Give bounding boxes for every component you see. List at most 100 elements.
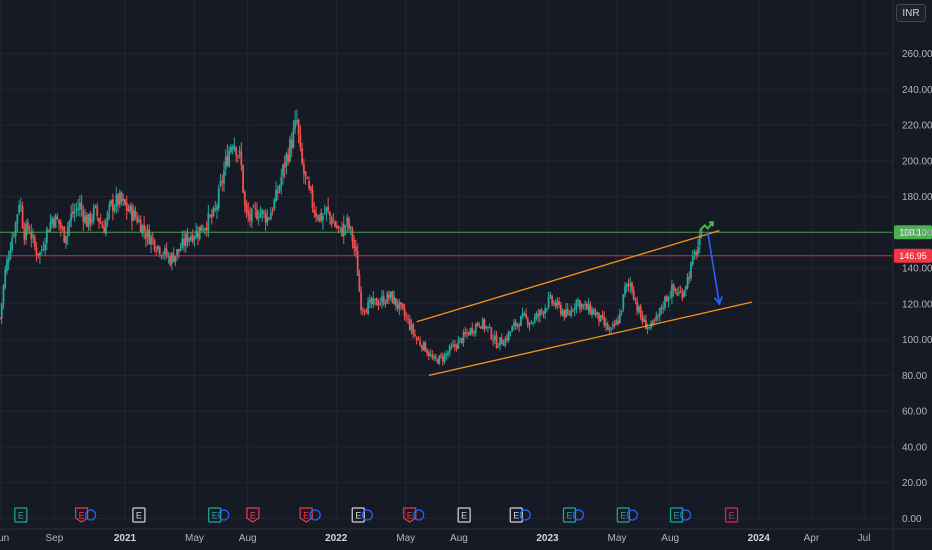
- candle-body: [426, 350, 429, 354]
- earnings-marker[interactable]: E: [246, 507, 260, 523]
- earnings-badge[interactable]: [562, 507, 577, 523]
- earnings-badge[interactable]: [208, 507, 222, 523]
- dividend-circle[interactable]: [85, 509, 97, 521]
- candle-body: [188, 237, 191, 242]
- candle-body: [209, 215, 211, 217]
- candle-body: [686, 276, 689, 289]
- time-axis[interactable]: Jun Sep 2021 May Aug 2022 May Aug 2023 May Aug 2024…: [0, 528, 932, 544]
- projection-arrowhead[interactable]: [713, 296, 723, 306]
- candle-body: [532, 322, 534, 324]
- candle-body: [268, 218, 271, 220]
- candle-body: [214, 208, 217, 210]
- channel-upper-trendline[interactable]: [416, 229, 720, 323]
- candle-body: [170, 253, 173, 265]
- dividend-circle[interactable]: [519, 509, 531, 521]
- candle-body: [306, 177, 309, 179]
- candle-body: [485, 326, 488, 329]
- candle-body: [506, 337, 508, 341]
- earnings-badge[interactable]: [669, 507, 684, 523]
- earnings-badge[interactable]: [724, 507, 739, 523]
- earnings-marker[interactable]: E: [75, 507, 97, 523]
- earnings-marker[interactable]: E: [403, 507, 425, 523]
- candle-body: [282, 164, 284, 177]
- currency-button[interactable]: INR: [896, 4, 926, 22]
- earnings-marker[interactable]: E: [351, 507, 373, 523]
- earnings-marker[interactable]: E: [724, 507, 739, 523]
- price-tick-label: 120.00: [902, 299, 932, 310]
- dividend-circle[interactable]: [309, 509, 321, 521]
- earnings-badge[interactable]: [14, 507, 28, 523]
- earnings-badge[interactable]: [299, 507, 313, 523]
- candle-body: [202, 230, 205, 232]
- earnings-badge[interactable]: [132, 507, 146, 523]
- earnings-marker[interactable]: E: [509, 507, 531, 523]
- candle-body: [507, 331, 510, 341]
- price-axis[interactable]: 0.00 20.00 40.00 60.00 80.00 100.00 120.00 140.…: [892, 0, 932, 550]
- dividend-circle[interactable]: [572, 509, 585, 521]
- candle-body: [389, 291, 392, 298]
- candle-body: [457, 340, 460, 349]
- grid: [0, 0, 893, 522]
- candle-body: [638, 306, 640, 313]
- candle-body: [150, 236, 152, 245]
- earnings-marker[interactable]: E: [132, 507, 146, 523]
- candle-body: [631, 282, 633, 291]
- candle-body: [480, 326, 482, 329]
- projection-arrow-line[interactable]: [707, 232, 721, 305]
- earnings-marker[interactable]: E: [616, 507, 638, 523]
- earnings-letter: E: [620, 511, 626, 521]
- time-tick-label: 2021: [114, 533, 137, 544]
- candle-body: [221, 180, 224, 183]
- dividend-circle[interactable]: [413, 509, 425, 521]
- earnings-badge[interactable]: [509, 507, 523, 523]
- candle-body: [186, 232, 189, 243]
- candle-body: [542, 311, 545, 314]
- dividend-circle[interactable]: [679, 509, 692, 521]
- candle-body: [552, 302, 555, 305]
- earnings-badge[interactable]: [75, 507, 89, 523]
- earnings-badge[interactable]: [403, 507, 417, 523]
- earnings-marker[interactable]: E: [562, 507, 585, 523]
- candle-body: [448, 346, 451, 353]
- earnings-marker[interactable]: E: [14, 507, 28, 523]
- earnings-badge[interactable]: [351, 507, 365, 523]
- time-tick-label: May: [607, 533, 626, 544]
- channel-lower-trendline[interactable]: [428, 301, 752, 377]
- drawings[interactable]: [416, 221, 752, 377]
- candle-body: [315, 212, 317, 217]
- earnings-marker[interactable]: E: [457, 507, 471, 523]
- breakout-icon[interactable]: [699, 221, 714, 231]
- earnings-badge[interactable]: [616, 507, 630, 523]
- earnings-marker[interactable]: E: [208, 507, 230, 523]
- candle-body: [120, 192, 123, 202]
- dividend-circle[interactable]: [218, 509, 230, 521]
- candle-body: [287, 154, 290, 162]
- candle-body: [452, 344, 455, 347]
- dividend-circle[interactable]: [361, 509, 373, 521]
- candle-body: [497, 346, 500, 348]
- time-tick-label: 2023: [536, 533, 559, 544]
- candle-body: [421, 345, 423, 350]
- candle-body: [622, 294, 625, 310]
- dividend-circle[interactable]: [626, 509, 638, 521]
- candle-body: [348, 218, 350, 229]
- candle-body: [167, 255, 170, 257]
- candle-body: [339, 227, 342, 229]
- candle-body: [610, 327, 613, 330]
- earnings-marker[interactable]: E: [299, 507, 321, 523]
- candle-body: [292, 128, 295, 148]
- candle-body: [669, 297, 672, 299]
- earnings-marker[interactable]: E: [669, 507, 692, 523]
- candle-body: [289, 139, 291, 162]
- candle-body: [440, 355, 442, 357]
- candle-body: [82, 210, 85, 222]
- candle-body: [381, 296, 383, 302]
- earnings-badge[interactable]: [457, 507, 471, 523]
- candle-body: [391, 291, 394, 304]
- price-tick-label: 100.00: [902, 335, 932, 346]
- earnings-badge[interactable]: [246, 507, 260, 523]
- candle-body: [235, 147, 238, 156]
- candle-body: [134, 211, 137, 218]
